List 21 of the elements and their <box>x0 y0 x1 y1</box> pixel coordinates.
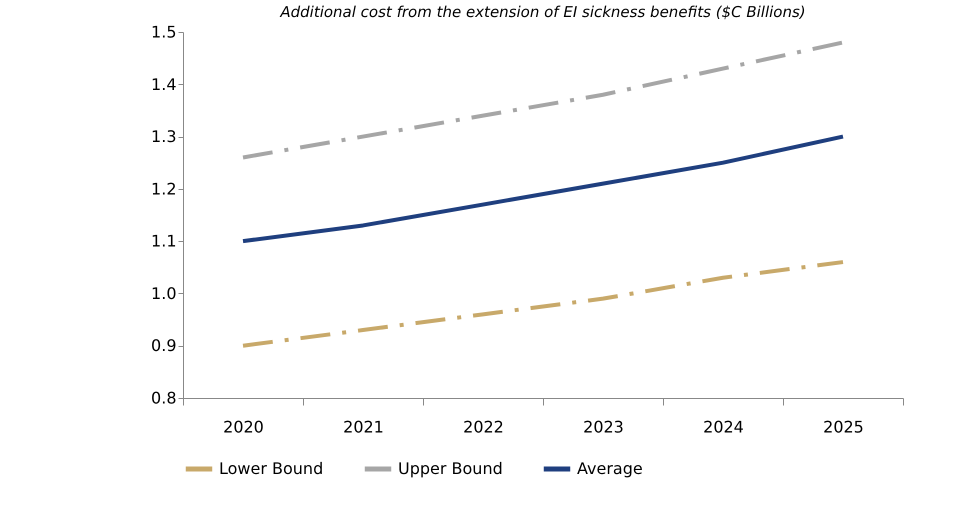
x-tick-label: 2021 <box>343 418 384 436</box>
y-tick-label: 1.5 <box>151 22 176 42</box>
chart-title: Additional cost from the extension of EI sickness benefits ($C Billions) <box>279 3 806 21</box>
x-tick-label: 2020 <box>223 418 264 436</box>
y-tick-label: 1.0 <box>151 284 176 303</box>
line-series <box>241 134 845 244</box>
y-tick-label: 1.1 <box>151 232 176 251</box>
y-tick-label: 0.9 <box>151 336 176 356</box>
legend-label: Lower Bound <box>219 459 324 478</box>
y-tick-label: 1.4 <box>151 74 176 94</box>
x-tick-label: 2024 <box>703 418 744 436</box>
y-tick-label: 1.3 <box>151 127 176 146</box>
legend-label: Upper Bound <box>398 459 503 478</box>
y-tick-label: 0.8 <box>151 388 176 408</box>
x-tick-label: 2023 <box>583 418 624 436</box>
x-tick-label: 2022 <box>463 418 504 436</box>
y-tick-label: 1.2 <box>151 179 176 198</box>
line-series <box>241 40 845 160</box>
x-tick-label: 2025 <box>823 418 864 436</box>
legend-label: Average <box>577 459 643 478</box>
line-series <box>241 260 845 348</box>
